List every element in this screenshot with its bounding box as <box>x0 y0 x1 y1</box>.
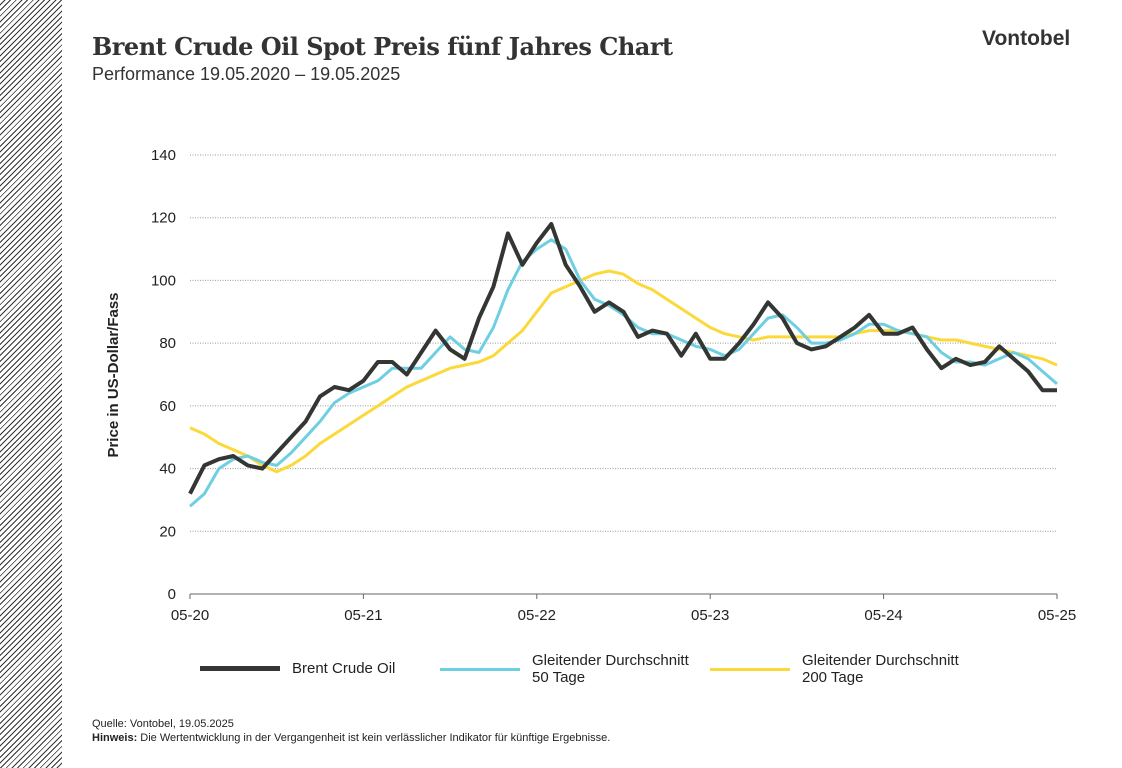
y-tick-label: 60 <box>159 398 176 415</box>
chart-subtitle: Performance 19.05.2020 – 19.05.2025 <box>92 64 401 84</box>
y-tick-label: 100 <box>151 272 176 289</box>
y-tick-label: 40 <box>159 461 176 478</box>
y-tick-label: 120 <box>151 210 176 227</box>
legend-item-brent: Brent Crude Oil <box>200 660 395 677</box>
y-tick-label: 0 <box>168 586 176 603</box>
x-tick-label: 05-21 <box>344 607 382 624</box>
hatch-decoration <box>0 0 62 768</box>
legend-swatch <box>710 667 790 671</box>
series-line-brent <box>188 222 1057 495</box>
series-line-ma200 <box>189 269 1058 474</box>
series-line-ma50 <box>189 238 1058 508</box>
source-text: Quelle: Vontobel, 19.05.2025 <box>92 718 234 730</box>
legend-label: Gleitender Durchschnitt 50 Tage <box>532 652 689 686</box>
y-axis-label: Price in US-Dollar/Fass <box>105 292 122 457</box>
x-tick-label: 05-25 <box>1038 607 1076 624</box>
footer: Quelle: Vontobel, 19.05.2025 Hinweis: Di… <box>92 717 610 745</box>
chart-title: Brent Crude Oil Spot Preis fünf Jahres C… <box>92 32 673 61</box>
legend-swatch <box>200 666 280 671</box>
x-tick-label: 05-24 <box>864 607 902 624</box>
legend-label: Brent Crude Oil <box>292 660 396 677</box>
legend-label: Gleitender Durchschnitt 200 Tage <box>802 652 959 686</box>
line-chart: 0 20 40 60 80 100 120 140 05-20 05-21 05-22 05-23 05… <box>105 147 1076 624</box>
x-tick-label: 05-22 <box>518 607 556 624</box>
legend-item-ma50: Gleitender Durchschnitt 50 Tage <box>440 652 689 686</box>
x-tick-label: 05-23 <box>691 607 729 624</box>
y-tick-label: 20 <box>159 523 176 540</box>
legend-swatch <box>440 667 520 671</box>
y-tick-label: 140 <box>151 147 176 164</box>
disclaimer: Hinweis: Die Wertentwicklung in der Verg… <box>92 732 611 744</box>
x-tick-label: 05-20 <box>171 607 209 624</box>
y-tick-label: 80 <box>159 335 176 352</box>
legend-item-ma200: Gleitender Durchschnitt 200 Tage <box>710 652 959 686</box>
vontobel-logo: Vontobel <box>982 27 1071 50</box>
